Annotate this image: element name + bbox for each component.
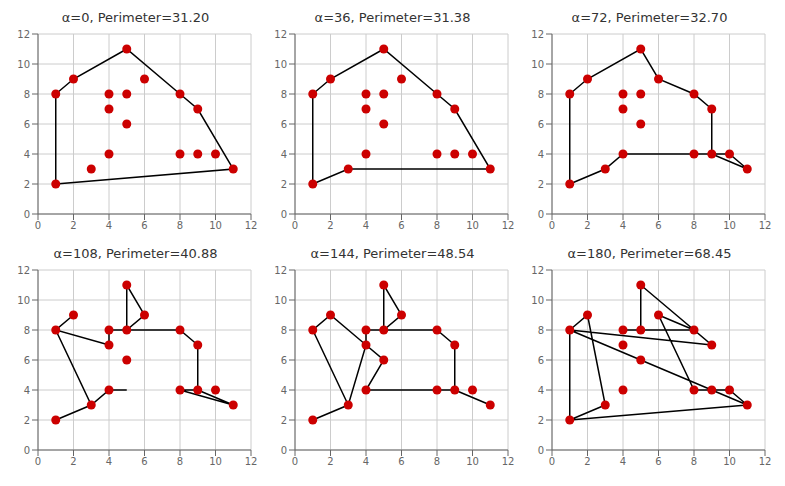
svg-text:8: 8 [538, 325, 544, 336]
svg-text:4: 4 [106, 456, 112, 467]
svg-text:2: 2 [538, 415, 544, 426]
svg-text:0: 0 [292, 456, 298, 467]
html-text:α=144, Perimeter=48.54: α=144, Perimeter=48.54 [310, 246, 475, 261]
svg-text:10: 10 [274, 59, 287, 70]
svg-text:10: 10 [17, 295, 30, 306]
svg-text:2: 2 [281, 179, 287, 190]
html-text:α=72, Perimeter=32.70: α=72, Perimeter=32.70 [571, 10, 728, 25]
svg-text:12: 12 [274, 265, 287, 276]
svg-text:6: 6 [141, 220, 147, 231]
svg-text:4: 4 [538, 149, 544, 160]
svg-text:12: 12 [531, 29, 544, 40]
svg-text:4: 4 [281, 149, 287, 160]
svg-text:12: 12 [274, 29, 287, 40]
svg-text:0: 0 [538, 445, 544, 456]
svg-text:10: 10 [531, 295, 544, 306]
svg-text:8: 8 [434, 220, 440, 231]
svg-text:6: 6 [398, 220, 404, 231]
svg-text:6: 6 [24, 355, 30, 366]
svg-text:12: 12 [17, 265, 30, 276]
svg-text:10: 10 [723, 456, 736, 467]
svg-text:4: 4 [363, 220, 369, 231]
svg-text:4: 4 [363, 456, 369, 467]
svg-text:10: 10 [466, 220, 479, 231]
svg-text:6: 6 [538, 355, 544, 366]
svg-text:0: 0 [24, 445, 30, 456]
svg-text:8: 8 [538, 89, 544, 100]
svg-text:8: 8 [281, 89, 287, 100]
svg-text:8: 8 [24, 325, 30, 336]
svg-text:12: 12 [502, 220, 515, 231]
svg-text:2: 2 [584, 456, 590, 467]
svg-text:2: 2 [70, 456, 76, 467]
html-text:α=0, Perimeter=31.20: α=0, Perimeter=31.20 [61, 10, 210, 25]
svg-text:4: 4 [620, 456, 626, 467]
svg-text:2: 2 [538, 179, 544, 190]
svg-text:12: 12 [531, 265, 544, 276]
svg-text:2: 2 [584, 220, 590, 231]
svg-text:6: 6 [655, 456, 661, 467]
svg-text:10: 10 [209, 456, 222, 467]
svg-text:8: 8 [24, 89, 30, 100]
svg-text:4: 4 [538, 385, 544, 396]
svg-text:0: 0 [24, 209, 30, 220]
svg-text:0: 0 [281, 209, 287, 220]
svg-text:10: 10 [466, 456, 479, 467]
svg-text:12: 12 [245, 456, 258, 467]
svg-text:2: 2 [24, 179, 30, 190]
svg-text:8: 8 [177, 220, 183, 231]
svg-text:12: 12 [502, 456, 515, 467]
svg-text:4: 4 [620, 220, 626, 231]
svg-text:2: 2 [281, 415, 287, 426]
svg-text:6: 6 [24, 119, 30, 130]
svg-text:12: 12 [759, 220, 772, 231]
svg-text:8: 8 [177, 456, 183, 467]
svg-text:4: 4 [281, 385, 287, 396]
svg-text:8: 8 [691, 456, 697, 467]
svg-text:0: 0 [549, 220, 555, 231]
svg-text:8: 8 [691, 220, 697, 231]
svg-text:2: 2 [327, 220, 333, 231]
svg-text:2: 2 [24, 415, 30, 426]
svg-text:10: 10 [531, 59, 544, 70]
html-text:α=36, Perimeter=31.38: α=36, Perimeter=31.38 [314, 10, 471, 25]
svg-text:0: 0 [292, 220, 298, 231]
svg-text:8: 8 [281, 325, 287, 336]
svg-text:6: 6 [398, 456, 404, 467]
svg-text:0: 0 [35, 220, 41, 231]
svg-text:2: 2 [327, 456, 333, 467]
svg-text:4: 4 [106, 220, 112, 231]
html-text:α=108, Perimeter=40.88: α=108, Perimeter=40.88 [53, 246, 218, 261]
svg-text:8: 8 [434, 456, 440, 467]
svg-text:12: 12 [17, 29, 30, 40]
svg-text:12: 12 [245, 220, 258, 231]
svg-text:6: 6 [655, 220, 661, 231]
svg-text:2: 2 [70, 220, 76, 231]
svg-text:6: 6 [141, 456, 147, 467]
svg-text:12: 12 [759, 456, 772, 467]
svg-text:10: 10 [274, 295, 287, 306]
svg-text:10: 10 [723, 220, 736, 231]
svg-text:0: 0 [538, 209, 544, 220]
svg-text:0: 0 [35, 456, 41, 467]
svg-text:4: 4 [24, 385, 30, 396]
html-text:α=180, Perimeter=68.45: α=180, Perimeter=68.45 [567, 246, 732, 261]
svg-text:6: 6 [538, 119, 544, 130]
svg-text:4: 4 [24, 149, 30, 160]
svg-text:0: 0 [549, 456, 555, 467]
svg-text:6: 6 [281, 119, 287, 130]
svg-text:10: 10 [209, 220, 222, 231]
svg-text:0: 0 [281, 445, 287, 456]
svg-text:6: 6 [281, 355, 287, 366]
svg-text:10: 10 [17, 59, 30, 70]
